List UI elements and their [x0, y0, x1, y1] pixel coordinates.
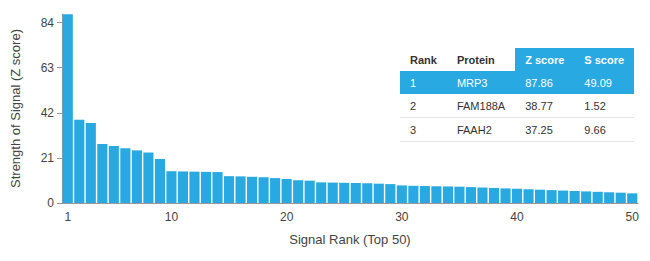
html-text:Rank: Rank — [410, 53, 437, 66]
svg-text:21: 21 — [41, 151, 55, 165]
svg-text:1: 1 — [64, 210, 71, 224]
html-text:S score: S score — [584, 53, 625, 66]
svg-text:50: 50 — [626, 210, 640, 224]
svg-text:40: 40 — [510, 210, 524, 224]
svg-text:Strength of Signal (Z score): Strength of Signal (Z score) — [8, 29, 23, 188]
html-text:FAM188A: FAM188A — [456, 99, 506, 112]
svg-text:20: 20 — [280, 210, 294, 224]
html-text:9.66: 9.66 — [584, 123, 606, 136]
svg-text:63: 63 — [41, 61, 55, 75]
html-text:MRP3: MRP3 — [456, 76, 488, 89]
html-text:FAAH2: FAAH2 — [456, 123, 492, 136]
svg-text:42: 42 — [41, 106, 55, 120]
html-text:1.52: 1.52 — [584, 99, 606, 112]
svg-text:30: 30 — [395, 210, 409, 224]
html-text:3: 3 — [410, 123, 417, 136]
svg-text:Signal Rank (Top 50): Signal Rank (Top 50) — [289, 232, 410, 247]
html-text:49.09: 49.09 — [584, 76, 612, 89]
html-text:38.77: 38.77 — [525, 99, 553, 112]
svg-text:10: 10 — [165, 210, 179, 224]
html-text:37.25: 37.25 — [525, 123, 553, 136]
svg-text:84: 84 — [41, 16, 55, 30]
html-text:87.86: 87.86 — [525, 76, 553, 89]
html-text:1: 1 — [410, 76, 417, 89]
html-text:2: 2 — [410, 99, 417, 112]
html-text:Z score: Z score — [525, 53, 565, 66]
html-text:Protein: Protein — [456, 53, 495, 66]
svg-text:0: 0 — [47, 196, 54, 210]
